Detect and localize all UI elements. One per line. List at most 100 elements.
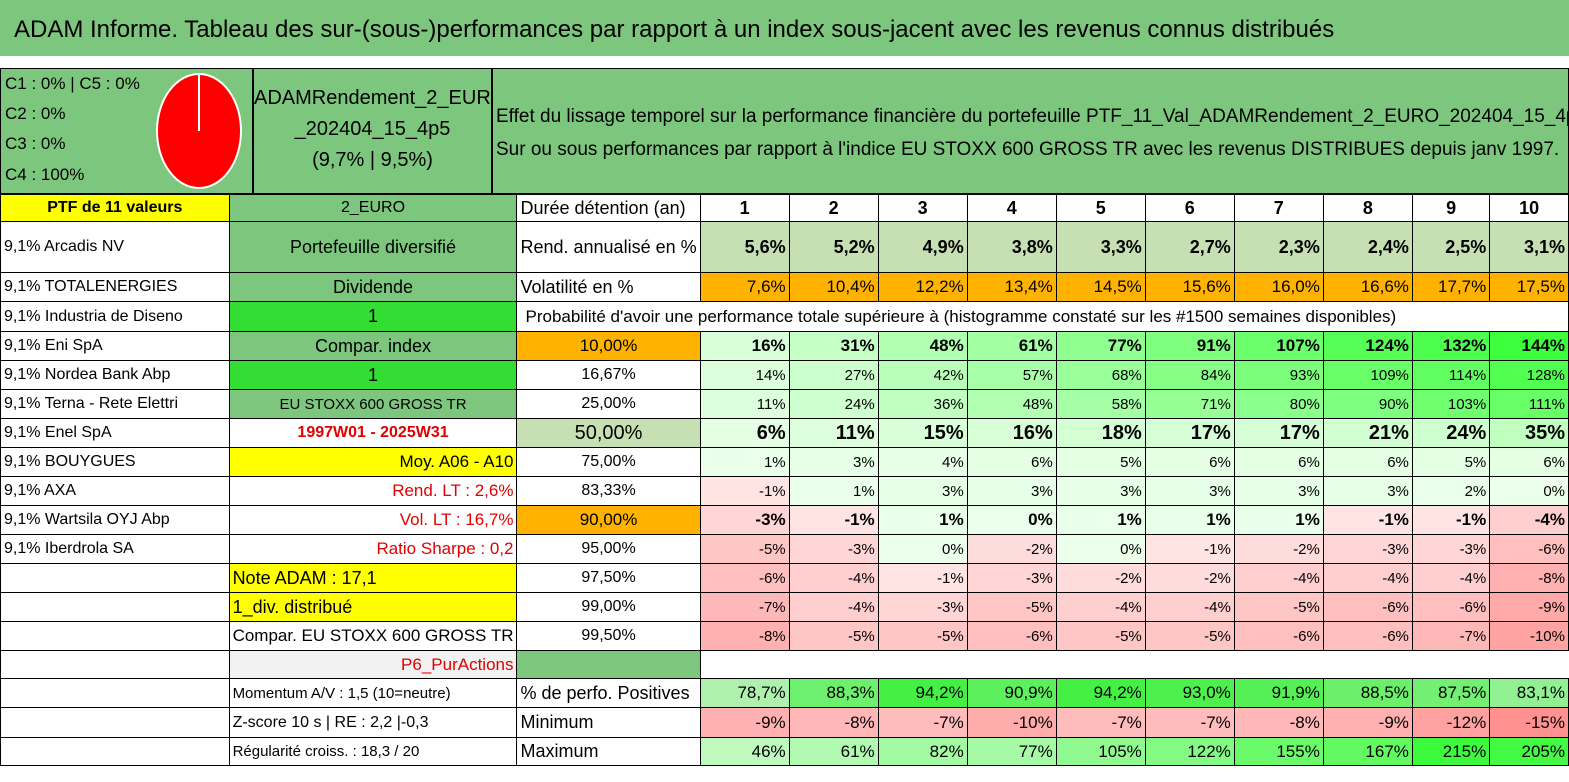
vol-value: 17,5% [1489, 272, 1569, 302]
probability-value: -6% [966, 621, 1057, 651]
probability-value: 1% [877, 505, 968, 535]
probability-value: 36% [877, 389, 968, 419]
probability-threshold: 83,33% [516, 476, 701, 506]
title-separator [0, 64, 1569, 68]
holding-item: 9,1% Arcadis NV [0, 221, 230, 273]
vol-value: 14,5% [1055, 272, 1146, 302]
probability-value: -3% [699, 505, 790, 535]
rend-value: 3,1% [1489, 221, 1569, 273]
probability-threshold: 90,00% [516, 505, 701, 535]
probability-threshold: 50,00% [516, 418, 701, 448]
table-row: 9,1% Wartsila OYJ Abp Vol. LT : 16,7% 90,0… [0, 505, 1569, 535]
year-header: 6 [1144, 194, 1235, 222]
positive-share: 94,2% [1055, 678, 1146, 708]
maximum-value: 82% [877, 737, 968, 766]
table-row: PTF de 11 valeurs 2_EURO Durée détention (… [0, 194, 1569, 222]
min-label: Minimum [516, 707, 701, 738]
pos-label: % de perfo. Positives [516, 678, 701, 708]
table-row: 9,1% AXA Rend. LT : 2,6% 83,33% -1% 1% 3% 3% 3%… [0, 476, 1569, 506]
probability-value: -3% [966, 563, 1057, 593]
probability-value: -6% [1489, 534, 1569, 564]
probability-value: 6% [966, 447, 1057, 477]
portfolio-type: Portefeuille diversifié [228, 221, 518, 273]
currency-cell: 2_EURO [228, 194, 518, 222]
category-legend: C1 : 0% | C5 : 0% C2 : 0% C3 : 0% C4 : 1… [0, 68, 253, 194]
probability-value: 91% [1144, 331, 1235, 361]
empty-cell [1412, 301, 1569, 332]
legend-c3: C3 : 0% [5, 134, 66, 153]
empty-cell [0, 678, 230, 708]
probability-value: 1% [699, 447, 790, 477]
probability-value: 68% [1055, 360, 1146, 390]
empty-cell [699, 650, 1569, 679]
table-row: 9,1% BOUYGUES Moy. A06 - A10 75,00% 1% 3% 4% 6… [0, 447, 1569, 477]
probability-value: 35% [1489, 418, 1569, 448]
maximum-value: 205% [1489, 737, 1569, 766]
probability-value: 0% [1489, 476, 1569, 506]
flag-one: 1 [228, 360, 518, 390]
probability-value: 93% [1233, 360, 1324, 390]
rend-value: 2,3% [1233, 221, 1324, 273]
table-row: Régularité croiss. : 18,3 / 20 Maximum 46%… [0, 737, 1569, 766]
probability-value: -5% [699, 534, 790, 564]
probability-value: -10% [1489, 621, 1569, 651]
legend-c2: C2 : 0% [5, 104, 66, 123]
probability-threshold: 75,00% [516, 447, 701, 477]
year-header: 3 [877, 194, 968, 222]
probability-value: -1% [699, 476, 790, 506]
probability-value: 27% [788, 360, 879, 390]
maximum-value: 167% [1322, 737, 1413, 766]
rend-value: 2,7% [1144, 221, 1235, 273]
probability-threshold: 99,50% [516, 621, 701, 651]
probability-value: 31% [788, 331, 879, 361]
green-marker [516, 650, 701, 679]
vol-label: Volatilité en % [516, 272, 701, 302]
vol-value: 7,6% [699, 272, 790, 302]
probability-value: 1% [1055, 505, 1146, 535]
compar-index-label: Compar. index [228, 331, 518, 361]
probability-value: -1% [1411, 505, 1491, 535]
empty-cell [0, 650, 230, 679]
probability-value: 109% [1322, 360, 1413, 390]
minimum-value: -9% [1322, 707, 1413, 738]
probability-value: -3% [1411, 534, 1491, 564]
probability-value: -5% [788, 621, 879, 651]
minimum-value: -8% [1233, 707, 1324, 738]
probability-value: -9% [1489, 592, 1569, 622]
maximum-value: 105% [1055, 737, 1146, 766]
legend-c1-c5: C1 : 0% | C5 : 0% [5, 74, 140, 93]
probability-value: 0% [877, 534, 968, 564]
positive-share: 83,1% [1489, 678, 1569, 708]
probability-value: -4% [1055, 592, 1146, 622]
rend-value: 5,2% [788, 221, 879, 273]
maximum-value: 61% [788, 737, 879, 766]
fund-name-box: ADAMRendement_2_EURO _202404_15_4p5 (9,7… [253, 68, 506, 194]
probability-threshold: 99,00% [516, 592, 701, 622]
table-row: 9,1% Arcadis NV Portefeuille diversifié Re… [0, 221, 1569, 273]
table-row: 9,1% Eni SpA Compar. index 10,00% 16% 31% 48%… [0, 331, 1569, 361]
holding-item: 9,1% Nordea Bank Abp [0, 360, 230, 390]
year-header: 7 [1233, 194, 1324, 222]
probability-value: 114% [1411, 360, 1491, 390]
year-header: 5 [1055, 194, 1146, 222]
probability-value: -6% [1233, 621, 1324, 651]
adam-note: Note ADAM : 17,1 [228, 563, 518, 593]
table-row: Z-score 10 s | RE : 2,2 |-0,3 Minimum -9% -… [0, 707, 1569, 738]
probability-value: 6% [1322, 447, 1413, 477]
zscore-label: Z-score 10 s | RE : 2,2 |-0,3 [228, 707, 518, 738]
probability-value: 1% [1233, 505, 1324, 535]
probability-value: -3% [788, 534, 879, 564]
rend-lt: Rend. LT : 2,6% [228, 476, 518, 506]
maximum-value: 77% [966, 737, 1057, 766]
probability-value: 3% [1322, 476, 1413, 506]
fund-name-line2: _202404_15_4p5 [294, 118, 451, 140]
rend-value: 3,8% [966, 221, 1057, 273]
probability-value: 84% [1144, 360, 1235, 390]
probability-value: -4% [1411, 563, 1491, 593]
rend-label: Rend. annualisé en % [516, 221, 701, 273]
minimum-value: -10% [966, 707, 1057, 738]
empty-cell [0, 737, 230, 766]
probability-value: -2% [966, 534, 1057, 564]
probability-value: -4% [788, 592, 879, 622]
